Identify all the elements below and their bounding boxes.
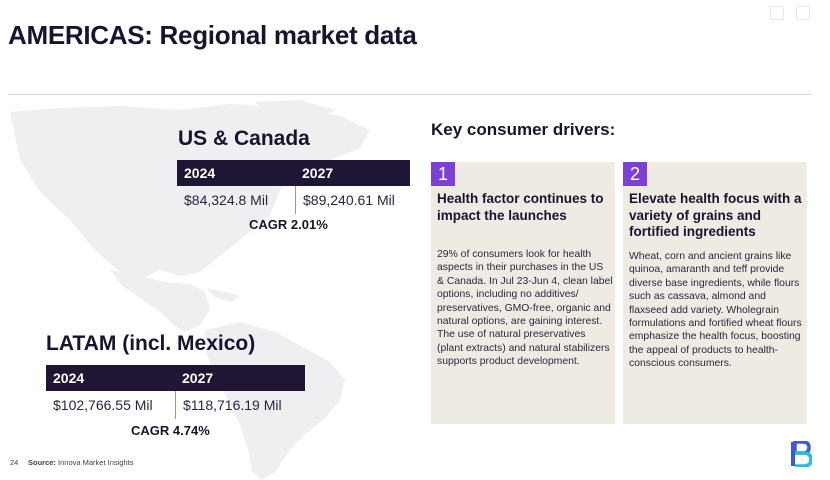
card-title: Elevate health focus with a variety of g… xyxy=(629,191,802,239)
cagr-label: CAGR 2.01% xyxy=(249,217,328,232)
window-control-icon xyxy=(796,6,810,20)
market-value: $118,716.19 Mil xyxy=(175,391,305,419)
source-note: Source: Innova Market Insights xyxy=(28,458,134,467)
title-divider xyxy=(8,94,812,95)
americas-map-icon xyxy=(10,100,370,480)
drivers-heading: Key consumer drivers: xyxy=(431,120,616,139)
table-header-row: 2024 2027 xyxy=(177,160,410,186)
year-header: 2024 xyxy=(53,370,85,386)
source-label: Source: xyxy=(28,458,56,467)
source-text: Innova Market Insights xyxy=(58,458,134,467)
us-canada-title: US & Canada xyxy=(178,127,310,150)
card-body: Wheat, corn and ancient grains like quin… xyxy=(629,251,802,370)
page-number: 24 xyxy=(10,458,19,467)
table-row: $84,324.8 Mil $89,240.61 Mil xyxy=(177,186,410,214)
driver-card: 2 Elevate health focus with a variety of… xyxy=(623,162,807,424)
year-header: 2027 xyxy=(182,370,214,386)
card-number: 1 xyxy=(431,162,455,186)
market-value: $84,324.8 Mil xyxy=(184,192,269,208)
market-value: $89,240.61 Mil xyxy=(295,186,410,214)
us-canada-table: 2024 2027 $84,324.8 Mil $89,240.61 Mil xyxy=(177,160,410,214)
card-body: 29% of consumers look for health aspects… xyxy=(437,249,613,368)
window-control-icon xyxy=(770,6,784,20)
company-logo-icon xyxy=(791,441,812,467)
driver-card: 1 Health factor continues to impact the … xyxy=(431,162,615,424)
table-row: $102,766.55 Mil $118,716.19 Mil xyxy=(46,391,305,419)
card-number: 2 xyxy=(623,162,647,186)
latam-table: 2024 2027 $102,766.55 Mil $118,716.19 Mi… xyxy=(46,365,305,419)
market-value: $102,766.55 Mil xyxy=(53,397,153,413)
cagr-label: CAGR 4.74% xyxy=(131,423,210,438)
year-header: 2027 xyxy=(302,165,334,181)
slide-title: AMERICAS: Regional market data xyxy=(8,20,417,50)
latam-title: LATAM (incl. Mexico) xyxy=(46,332,256,355)
year-header: 2024 xyxy=(184,165,216,181)
card-title: Health factor continues to impact the la… xyxy=(437,191,604,223)
table-header-row: 2024 2027 xyxy=(46,365,305,391)
